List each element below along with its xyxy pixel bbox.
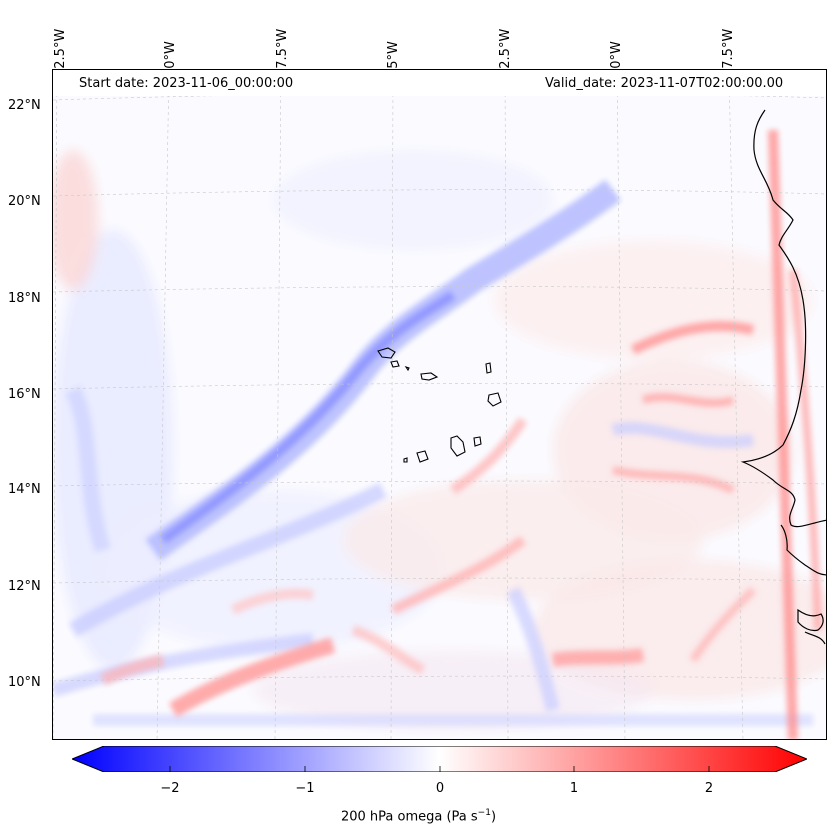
colorbar-tick-2: 2: [704, 781, 714, 796]
valid-date-label: Valid_date: 2023-11-07T02:00:00.00: [545, 76, 784, 91]
colorbar-tick-minus-1: −1: [295, 781, 315, 796]
lat-label-18n: 18°N: [8, 291, 41, 306]
cape-verde-islands: [377, 347, 502, 463]
start-date-label: Start date: 2023-11-06_00:00:00: [79, 76, 294, 91]
african-coastline: [740, 109, 826, 645]
lat-label-20n: 20°N: [8, 194, 41, 209]
lat-label-12n: 12°N: [8, 579, 41, 594]
omega-red-streaks: [100, 129, 822, 739]
omega-blue-band: [53, 179, 813, 726]
map-panel[interactable]: [52, 69, 827, 740]
lat-label-22n: 22°N: [8, 98, 41, 113]
colorbar-tick-1: 1: [569, 781, 579, 796]
colorbar-tick-0: 0: [435, 781, 445, 796]
lat-label-10n: 10°N: [8, 675, 41, 690]
colorbar-tick-minus-2: −2: [160, 781, 180, 796]
omega-field-map: [53, 70, 826, 739]
colorbar-label: 200 hPa omega (Pa s−1): [340, 808, 497, 825]
colorbar: [72, 746, 807, 772]
lat-label-16n: 16°N: [8, 387, 41, 402]
header-strip: [53, 70, 826, 96]
lat-label-14n: 14°N: [8, 482, 41, 497]
